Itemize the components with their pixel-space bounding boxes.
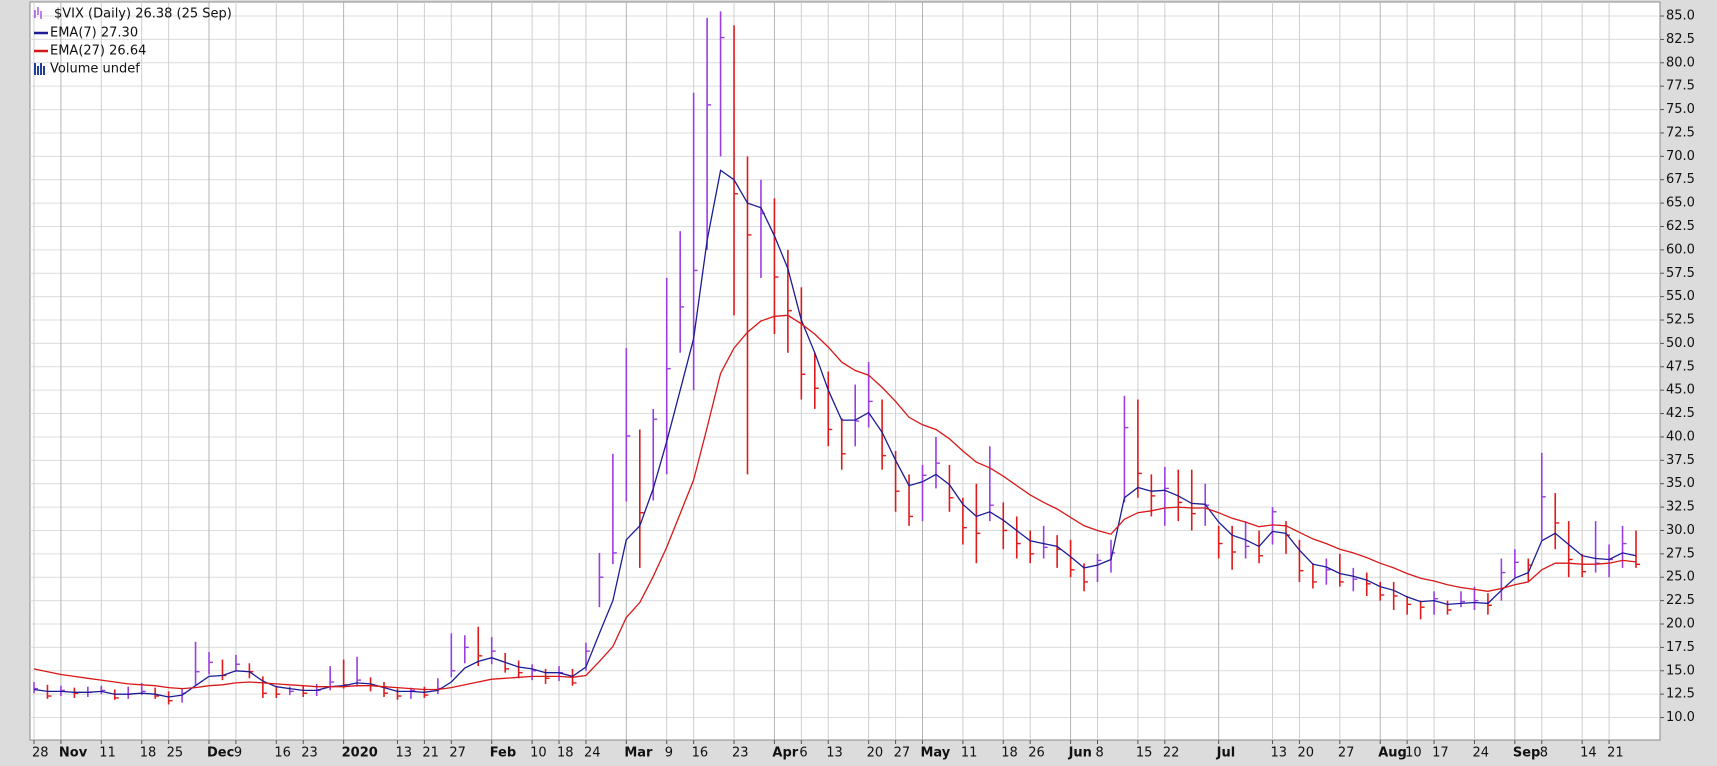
x-tick-label: 21 [422, 746, 439, 761]
y-tick-label: 45.0 [1666, 383, 1695, 398]
y-tick-label: 10.0 [1666, 710, 1695, 725]
x-tick-label: 27 [449, 746, 466, 761]
grid [30, 2, 1660, 740]
x-tick-label: 21 [1607, 746, 1624, 761]
y-tick-label: 15.0 [1666, 663, 1695, 678]
x-tick-label: 18 [1001, 746, 1018, 761]
y-tick-label: 72.5 [1666, 125, 1695, 140]
x-tick-label: Mar [624, 746, 653, 761]
x-tick-label: 17 [1432, 746, 1449, 761]
x-tick-label: 23 [732, 746, 749, 761]
x-tick-label: Jun [1068, 746, 1092, 761]
y-tick-label: 47.5 [1666, 359, 1695, 374]
x-tick-label: 20 [1297, 746, 1314, 761]
y-tick-label: 75.0 [1666, 102, 1695, 117]
x-tick-label: 14 [1580, 746, 1597, 761]
legend-icon-bar [34, 63, 36, 75]
x-tick-label: 23 [301, 746, 318, 761]
y-tick-label: 50.0 [1666, 336, 1695, 351]
x-tick-label: 2020 [342, 746, 378, 761]
y-tick-label: 52.5 [1666, 313, 1695, 328]
x-tick-label: 20 [867, 746, 884, 761]
legend-entry: EMA(27) 26.64 [50, 44, 146, 59]
y-tick-label: 27.5 [1666, 546, 1695, 561]
y-tick-label: 37.5 [1666, 453, 1695, 468]
x-tick-label: Nov [59, 746, 88, 761]
y-tick-label: 70.0 [1666, 149, 1695, 164]
legend-icon-bar [37, 66, 39, 75]
x-tick-label: 18 [140, 746, 157, 761]
x-tick-label: 24 [1472, 746, 1489, 761]
y-tick-label: 17.5 [1666, 640, 1695, 655]
legend-icon [34, 7, 42, 19]
x-tick-label: 24 [584, 746, 601, 761]
x-tick-label: 27 [894, 746, 911, 761]
legend-title: $VIX (Daily) 26.38 (25 Sep) [54, 7, 232, 22]
legend-entry: Volume undef [50, 62, 140, 77]
x-tick-label: 11 [99, 746, 116, 761]
y-tick-label: 42.5 [1666, 406, 1695, 421]
axes: 10.0 12.5 15.0 17.5 20.0 22.5 25.0 27.5 30.0 32.5… [32, 9, 1695, 761]
y-tick-label: 25.0 [1666, 570, 1695, 585]
x-tick-label: 27 [1338, 746, 1355, 761]
x-tick-label: 18 [557, 746, 574, 761]
x-tick-label: 9 [234, 746, 242, 761]
x-tick-label: 13 [395, 746, 412, 761]
x-tick-label: Feb [490, 746, 516, 761]
x-tick-label: 8 [1096, 746, 1104, 761]
y-tick-label: 62.5 [1666, 219, 1695, 234]
y-tick-label: 77.5 [1666, 79, 1695, 94]
ema-line [33, 314, 1637, 691]
x-tick-label: Apr [772, 746, 798, 761]
y-tick-label: 22.5 [1666, 593, 1695, 608]
ema-line [33, 169, 1637, 698]
x-tick-label: 25 [167, 746, 184, 761]
x-tick-label: 8 [1540, 746, 1548, 761]
y-tick-label: 57.5 [1666, 266, 1695, 281]
x-tick-label: Dec [207, 746, 234, 761]
y-tick-label: 85.0 [1666, 9, 1695, 24]
legend: $VIX (Daily) 26.38 (25 Sep) EMA(7) 27.30 E… [34, 7, 232, 77]
plot-area [29, 1, 1661, 741]
x-tick-label: 16 [692, 746, 709, 761]
x-tick-label: 6 [799, 746, 807, 761]
legend-entry: EMA(7) 27.30 [50, 26, 138, 41]
x-tick-label: Sep [1513, 746, 1541, 761]
legend-icon-bar [40, 63, 42, 75]
x-tick-label: 28 [32, 746, 49, 761]
marks [33, 11, 1640, 705]
y-tick-label: 30.0 [1666, 523, 1695, 538]
y-tick-label: 80.0 [1666, 55, 1695, 70]
x-tick-label: 10 [1405, 746, 1422, 761]
x-tick-label: Jul [1216, 746, 1236, 761]
x-tick-label: Aug [1378, 746, 1407, 761]
y-tick-label: 67.5 [1666, 172, 1695, 187]
x-tick-label: 13 [1271, 746, 1288, 761]
x-tick-label: 26 [1028, 746, 1045, 761]
legend-icon-bar [43, 66, 45, 75]
y-tick-label: 82.5 [1666, 32, 1695, 47]
x-tick-label: 16 [274, 746, 291, 761]
x-tick-label: 9 [665, 746, 673, 761]
y-tick-label: 40.0 [1666, 429, 1695, 444]
x-tick-label: 15 [1136, 746, 1153, 761]
x-tick-label: 13 [826, 746, 843, 761]
y-tick-label: 65.0 [1666, 196, 1695, 211]
x-tick-label: 10 [530, 746, 547, 761]
y-tick-label: 35.0 [1666, 476, 1695, 491]
y-tick-label: 32.5 [1666, 500, 1695, 515]
y-tick-label: 12.5 [1666, 687, 1695, 702]
x-tick-label: 11 [961, 746, 978, 761]
y-tick-label: 20.0 [1666, 617, 1695, 632]
x-tick-label: May [921, 746, 951, 761]
y-tick-label: 60.0 [1666, 242, 1695, 257]
x-tick-label: 22 [1163, 746, 1180, 761]
y-tick-label: 55.0 [1666, 289, 1695, 304]
